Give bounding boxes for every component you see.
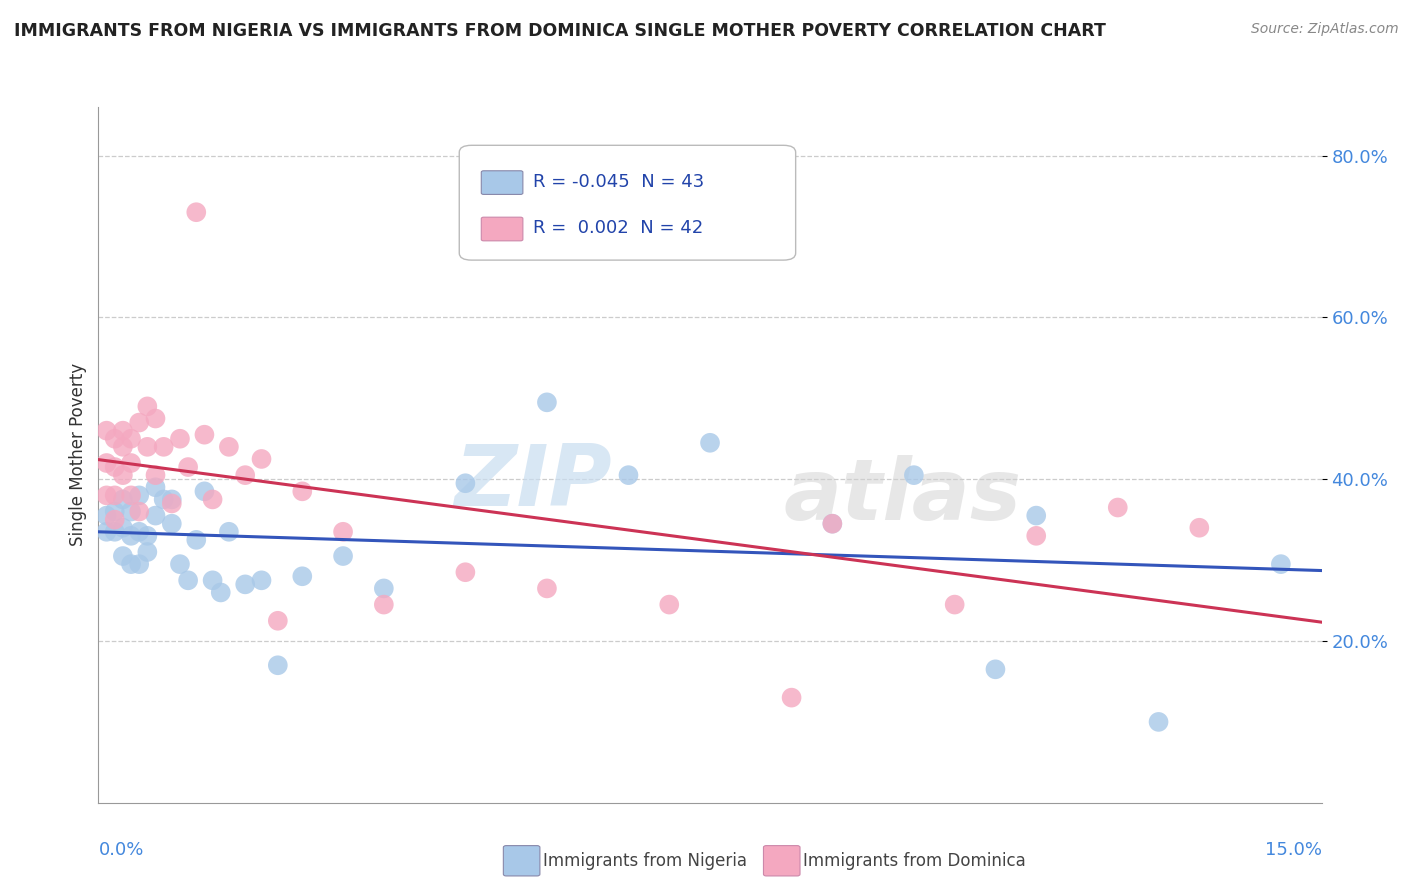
Point bbox=[96, 488, 118, 502]
Point bbox=[291, 484, 314, 499]
Point bbox=[120, 432, 142, 446]
Text: IMMIGRANTS FROM NIGERIA VS IMMIGRANTS FROM DOMINICA SINGLE MOTHER POVERTY CORREL: IMMIGRANTS FROM NIGERIA VS IMMIGRANTS FR… bbox=[14, 22, 1107, 40]
Point bbox=[177, 460, 200, 475]
Point bbox=[536, 582, 558, 596]
Point bbox=[96, 456, 118, 470]
Point bbox=[136, 545, 159, 559]
Point bbox=[291, 569, 314, 583]
Point bbox=[104, 524, 127, 539]
Point bbox=[454, 476, 477, 491]
Point bbox=[201, 492, 224, 507]
Point bbox=[104, 504, 127, 518]
Point bbox=[209, 585, 232, 599]
Point bbox=[373, 582, 395, 596]
Point bbox=[1147, 714, 1170, 729]
Point bbox=[454, 566, 477, 580]
FancyBboxPatch shape bbox=[481, 217, 523, 241]
Point bbox=[373, 598, 395, 612]
Point bbox=[120, 557, 142, 571]
Point bbox=[903, 468, 925, 483]
Point bbox=[160, 496, 183, 510]
Point bbox=[120, 529, 142, 543]
Point bbox=[943, 598, 966, 612]
Point bbox=[984, 662, 1007, 676]
Point bbox=[1107, 500, 1129, 515]
Point bbox=[104, 432, 127, 446]
Point bbox=[160, 492, 183, 507]
Point bbox=[780, 690, 803, 705]
Point bbox=[218, 440, 240, 454]
Point bbox=[152, 440, 174, 454]
Point bbox=[267, 614, 290, 628]
Point bbox=[120, 504, 142, 518]
Text: Source: ZipAtlas.com: Source: ZipAtlas.com bbox=[1251, 22, 1399, 37]
Point bbox=[1270, 557, 1292, 571]
Point bbox=[186, 205, 208, 219]
Point bbox=[128, 488, 150, 502]
Point bbox=[111, 424, 134, 438]
Point bbox=[186, 533, 208, 547]
Point bbox=[332, 524, 354, 539]
Point bbox=[111, 521, 134, 535]
Point bbox=[104, 460, 127, 475]
FancyBboxPatch shape bbox=[460, 145, 796, 260]
Point bbox=[145, 508, 167, 523]
Point bbox=[111, 549, 134, 563]
FancyBboxPatch shape bbox=[481, 170, 523, 194]
Point bbox=[233, 577, 256, 591]
Point bbox=[152, 492, 174, 507]
Point bbox=[96, 508, 118, 523]
Point bbox=[104, 488, 127, 502]
Point bbox=[617, 468, 640, 483]
Point bbox=[250, 452, 273, 467]
Text: 0.0%: 0.0% bbox=[98, 841, 143, 859]
Point bbox=[111, 492, 134, 507]
Text: ZIP: ZIP bbox=[454, 442, 612, 524]
Y-axis label: Single Mother Poverty: Single Mother Poverty bbox=[69, 363, 87, 547]
Point bbox=[128, 557, 150, 571]
Point bbox=[821, 516, 844, 531]
Point bbox=[658, 598, 681, 612]
Point bbox=[193, 484, 215, 499]
Point bbox=[136, 440, 159, 454]
Point bbox=[821, 516, 844, 531]
Point bbox=[128, 416, 150, 430]
Point bbox=[145, 480, 167, 494]
Point bbox=[1188, 521, 1211, 535]
Text: atlas: atlas bbox=[783, 455, 1022, 538]
Point bbox=[120, 456, 142, 470]
Point bbox=[193, 427, 215, 442]
Point bbox=[1025, 529, 1047, 543]
Point bbox=[169, 432, 191, 446]
Point bbox=[120, 488, 142, 502]
Point bbox=[1025, 508, 1047, 523]
Point bbox=[128, 524, 150, 539]
Point bbox=[699, 435, 721, 450]
Point bbox=[111, 440, 134, 454]
Point bbox=[160, 516, 183, 531]
Point bbox=[96, 524, 118, 539]
Point bbox=[233, 468, 256, 483]
Point bbox=[136, 529, 159, 543]
Point bbox=[128, 504, 150, 518]
Point bbox=[332, 549, 354, 563]
Point bbox=[250, 574, 273, 588]
Text: Immigrants from Nigeria: Immigrants from Nigeria bbox=[543, 852, 747, 870]
Point bbox=[536, 395, 558, 409]
Point bbox=[218, 524, 240, 539]
Text: R =  0.002  N = 42: R = 0.002 N = 42 bbox=[533, 219, 703, 237]
Text: R = -0.045  N = 43: R = -0.045 N = 43 bbox=[533, 173, 704, 191]
Point bbox=[111, 468, 134, 483]
Point bbox=[177, 574, 200, 588]
Text: 15.0%: 15.0% bbox=[1264, 841, 1322, 859]
Point bbox=[145, 411, 167, 425]
Point bbox=[145, 468, 167, 483]
Point bbox=[267, 658, 290, 673]
Point bbox=[104, 513, 127, 527]
Point bbox=[136, 400, 159, 414]
Point bbox=[201, 574, 224, 588]
Text: Immigrants from Dominica: Immigrants from Dominica bbox=[803, 852, 1025, 870]
Point bbox=[169, 557, 191, 571]
Point bbox=[96, 424, 118, 438]
